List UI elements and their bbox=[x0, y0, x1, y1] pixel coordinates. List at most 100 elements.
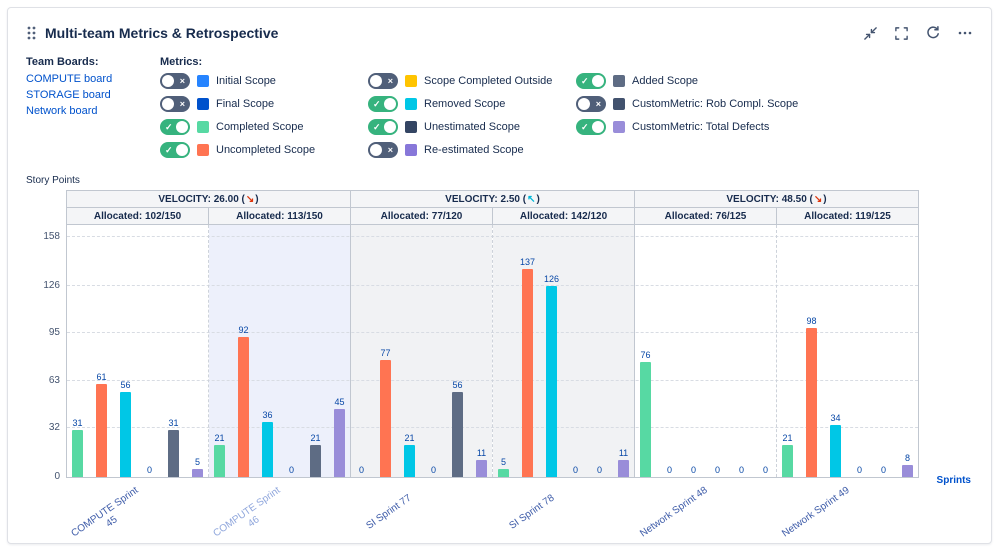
velocity-text: VELOCITY: 48.50 ( bbox=[726, 193, 813, 205]
bar-slot: 56 bbox=[452, 380, 463, 477]
metric-toggle[interactable]: ✓ bbox=[160, 142, 190, 158]
fullscreen-button[interactable] bbox=[894, 26, 909, 41]
toggle-knob bbox=[578, 98, 590, 110]
metric-label: Initial Scope bbox=[216, 75, 276, 87]
bar-value-label: 21 bbox=[214, 433, 225, 444]
toggle-knob bbox=[176, 144, 188, 156]
metric-toggle[interactable]: × bbox=[576, 96, 606, 112]
bar-slot: 0 bbox=[428, 465, 439, 477]
velocity-cell: VELOCITY: 2.50 (↖) bbox=[351, 191, 635, 207]
metric-toggle-row: ✓ Removed Scope bbox=[368, 96, 576, 112]
metric-toggle-row: ✓ Unestimated Scope bbox=[368, 119, 576, 135]
y-axis-tick-label: 126 bbox=[43, 279, 60, 291]
metric-toggle[interactable]: ✓ bbox=[368, 119, 398, 135]
sprint-column-highlight bbox=[350, 225, 493, 477]
bar bbox=[262, 422, 273, 477]
metric-toggle[interactable]: × bbox=[368, 142, 398, 158]
toggle-knob bbox=[384, 121, 396, 133]
bar bbox=[334, 408, 345, 477]
metric-toggle-row: × Re-estimated Scope bbox=[368, 142, 576, 158]
bar-slot: 0 bbox=[356, 465, 367, 477]
sprint-column: 5 137 126 0 0 11 bbox=[493, 225, 635, 477]
team-board-link[interactable]: COMPUTE board bbox=[26, 73, 113, 85]
metric-toggle[interactable]: × bbox=[160, 96, 190, 112]
drag-handle-icon[interactable] bbox=[26, 25, 36, 41]
metric-label: Completed Scope bbox=[216, 121, 304, 133]
y-axis-tick-label: 158 bbox=[43, 231, 60, 242]
allocation-cell: Allocated: 77/120 bbox=[351, 208, 493, 224]
toggle-knob bbox=[592, 121, 604, 133]
velocity-trend-arrow: ↘ bbox=[813, 193, 823, 205]
metric-toggle[interactable]: ✓ bbox=[160, 119, 190, 135]
metric-toggle-row: ✓ Completed Scope bbox=[160, 119, 368, 135]
bar-slot: 61 bbox=[96, 372, 107, 477]
bar-slot: 45 bbox=[334, 397, 345, 477]
bar-value-label: 0 bbox=[596, 465, 602, 475]
toggle-knob bbox=[176, 121, 188, 133]
chart: VELOCITY: 26.00 (↘) VELOCITY: 2.50 (↖) VEL… bbox=[26, 190, 973, 548]
bar bbox=[192, 469, 203, 477]
metric-color-chip bbox=[613, 98, 625, 110]
allocation-row: Allocated: 102/150 Allocated: 113/150 Allo… bbox=[67, 208, 918, 225]
bar-slot: 21 bbox=[782, 433, 793, 477]
metric-label: Added Scope bbox=[632, 75, 699, 87]
bar-value-label: 31 bbox=[72, 417, 83, 428]
velocity-text-close: ) bbox=[536, 193, 540, 205]
sprint-label: SI Sprint 78 bbox=[506, 492, 557, 532]
bar-value-label: 98 bbox=[806, 316, 817, 327]
metric-toggle[interactable]: × bbox=[368, 73, 398, 89]
bar-slot: 0 bbox=[854, 465, 865, 477]
bar bbox=[522, 268, 533, 477]
bar-slot: 31 bbox=[72, 418, 83, 477]
gadget-title: Multi-team Metrics & Retrospective bbox=[45, 25, 279, 41]
check-icon: ✓ bbox=[165, 145, 173, 155]
metric-toggle[interactable]: ✓ bbox=[576, 119, 606, 135]
metric-toggle[interactable]: ✓ bbox=[576, 73, 606, 89]
more-menu-button[interactable] bbox=[957, 25, 973, 41]
refresh-button[interactable] bbox=[925, 25, 941, 41]
bar-slot: 21 bbox=[404, 433, 415, 477]
velocity-trend-arrow: ↘ bbox=[245, 193, 255, 205]
bar-value-label: 0 bbox=[288, 465, 294, 475]
bar-slot: 36 bbox=[262, 410, 273, 477]
bar-slot: 126 bbox=[544, 274, 559, 477]
metrics-label: Metrics: bbox=[160, 56, 203, 68]
bar-value-label: 21 bbox=[782, 433, 793, 444]
y-axis-tick-label: 95 bbox=[48, 326, 60, 338]
collapse-button[interactable] bbox=[863, 26, 878, 41]
more-menu-icon bbox=[958, 31, 972, 35]
metric-label: Scope Completed Outside bbox=[424, 75, 553, 87]
refresh-icon bbox=[927, 26, 939, 39]
bar-value-label: 0 bbox=[880, 465, 886, 475]
bar-value-label: 61 bbox=[96, 372, 107, 383]
sprint-label: Network Sprint 48 bbox=[637, 484, 710, 540]
bar-value-label: 0 bbox=[146, 465, 152, 475]
metric-column: × Scope Completed Outside ✓ Removed Scope ✓ U… bbox=[368, 73, 576, 165]
bar-value-label: 92 bbox=[238, 325, 249, 336]
bar bbox=[120, 391, 131, 477]
metric-toggle[interactable]: × bbox=[160, 73, 190, 89]
sprint-column: 0 77 21 0 56 11 bbox=[351, 225, 493, 477]
metric-toggle-row: × Final Scope bbox=[160, 96, 368, 112]
bar-value-label: 0 bbox=[690, 465, 696, 475]
team-board-link[interactable]: Network board bbox=[26, 105, 98, 117]
velocity-text-close: ) bbox=[255, 193, 259, 205]
metric-label: CustomMetric: Total Defects bbox=[632, 121, 770, 133]
team-board-link[interactable]: STORAGE board bbox=[26, 89, 111, 101]
metrics-gadget: Multi-team Metrics & Retrospective bbox=[7, 7, 992, 544]
metric-toggle-row: ✓ Uncompleted Scope bbox=[160, 142, 368, 158]
toggle-knob bbox=[162, 75, 174, 87]
bar-slot: 21 bbox=[214, 433, 225, 477]
cross-icon: × bbox=[595, 99, 601, 109]
metric-label: Uncompleted Scope bbox=[216, 144, 316, 156]
bar bbox=[618, 460, 629, 477]
metric-column: ✓ Added Scope × CustomMetric: Rob Compl. Sc… bbox=[576, 73, 798, 165]
bar bbox=[782, 445, 793, 477]
bar-slot: 21 bbox=[310, 433, 321, 477]
bar bbox=[380, 360, 391, 477]
bar-value-label: 8 bbox=[904, 452, 910, 463]
metric-toggle[interactable]: ✓ bbox=[368, 96, 398, 112]
bar-slot: 0 bbox=[286, 465, 297, 477]
metrics-section: Metrics: × Initial Scope × Final Scope ✓ Comp… bbox=[160, 56, 973, 165]
metric-label: Re-estimated Scope bbox=[424, 144, 524, 156]
